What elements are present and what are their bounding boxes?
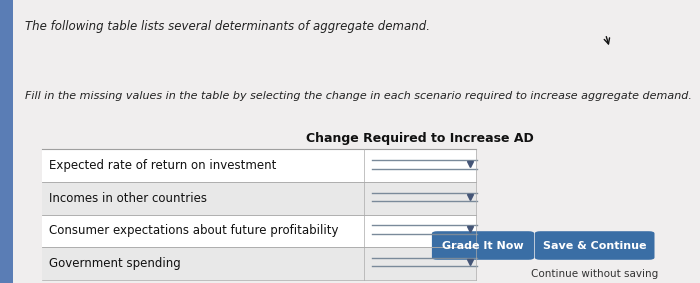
FancyBboxPatch shape	[42, 247, 476, 280]
FancyBboxPatch shape	[13, 0, 700, 283]
Text: Continue without saving: Continue without saving	[531, 269, 658, 279]
FancyBboxPatch shape	[535, 231, 654, 260]
FancyBboxPatch shape	[42, 215, 476, 247]
FancyBboxPatch shape	[0, 0, 13, 283]
Text: Grade It Now: Grade It Now	[442, 241, 524, 250]
Text: Government spending: Government spending	[49, 257, 181, 270]
Text: Save & Continue: Save & Continue	[543, 241, 646, 250]
Text: Fill in the missing values in the table by selecting the change in each scenario: Fill in the missing values in the table …	[25, 91, 692, 100]
Text: The following table lists several determinants of aggregate demand.: The following table lists several determ…	[25, 20, 430, 33]
FancyBboxPatch shape	[42, 149, 476, 182]
Text: Incomes in other countries: Incomes in other countries	[49, 192, 207, 205]
FancyBboxPatch shape	[432, 231, 534, 260]
Text: Expected rate of return on investment: Expected rate of return on investment	[49, 159, 276, 172]
Text: Consumer expectations about future profitability: Consumer expectations about future profi…	[49, 224, 339, 237]
FancyBboxPatch shape	[42, 182, 476, 215]
Text: Change Required to Increase AD: Change Required to Increase AD	[306, 132, 534, 145]
